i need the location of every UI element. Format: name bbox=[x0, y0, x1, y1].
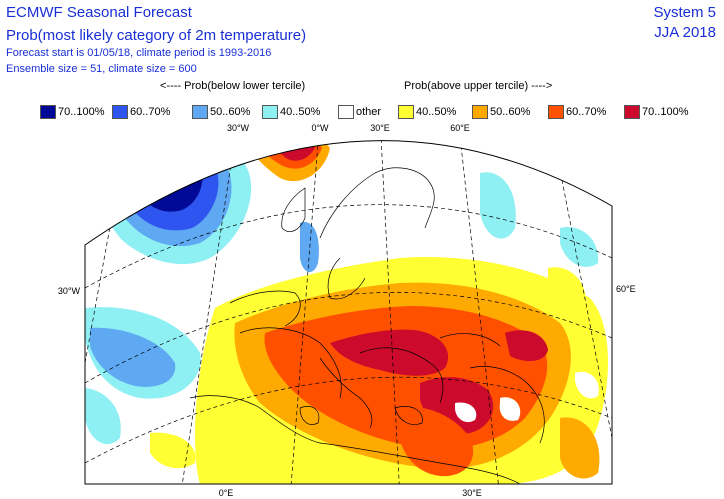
tick-top-0w: 0°W bbox=[311, 123, 329, 133]
legend-swatch bbox=[624, 105, 640, 119]
ensemble-size-info: Ensemble size = 51, climate size = 600 bbox=[6, 63, 197, 75]
legend-swatch bbox=[40, 105, 56, 119]
tick-left-30w: 30°W bbox=[58, 286, 81, 296]
legend-item-below-3: 40..50% bbox=[262, 104, 320, 120]
tick-bottom-0e: 0°E bbox=[219, 488, 234, 498]
map-frame bbox=[84, 140, 613, 485]
legend-item-below-1: 60..70% bbox=[112, 104, 170, 120]
legend-item-above-8: 70..100% bbox=[624, 104, 688, 120]
legend-label: other bbox=[356, 106, 382, 118]
legend-label: 60..70% bbox=[130, 106, 171, 118]
legend-heading-below: <---- Prob(below lower tercile) bbox=[160, 80, 306, 92]
legend-swatch bbox=[112, 105, 128, 119]
legend-label: 70..100% bbox=[58, 106, 105, 118]
tick-bottom-30e: 30°E bbox=[462, 488, 482, 498]
legend-label: 40..50% bbox=[416, 106, 457, 118]
tick-top-30w: 30°W bbox=[227, 123, 250, 133]
season-label: JJA 2018 bbox=[654, 24, 716, 41]
neutral-region bbox=[455, 371, 599, 423]
forecast-start-info: Forecast start is 01/05/18, climate peri… bbox=[6, 47, 272, 59]
legend-swatch bbox=[192, 105, 208, 119]
system-label: System 5 bbox=[653, 4, 716, 21]
legend-item-below-2: 50..60% bbox=[192, 104, 250, 120]
map-subtitle: Prob(most likely category of 2m temperat… bbox=[6, 27, 307, 44]
legend-swatch bbox=[472, 105, 488, 119]
legend-swatch bbox=[262, 105, 278, 119]
legend-item-above-6: 50..60% bbox=[472, 104, 530, 120]
legend-label: 70..100% bbox=[642, 106, 689, 118]
legend-heading-above: Prob(above upper tercile) ----> bbox=[404, 80, 553, 92]
tick-right-60e: 60°E bbox=[616, 284, 636, 294]
probability-map: 30°W 0°W 30°E 60°E 30°W 60°E 0°E 30°E bbox=[58, 123, 636, 498]
legend-item-above-7: 60..70% bbox=[548, 104, 606, 120]
legend-item-below-0: 70..100% bbox=[40, 104, 104, 120]
legend-swatch bbox=[338, 105, 354, 119]
legend-item-neutral-4: other bbox=[338, 104, 381, 120]
tick-top-60e: 60°E bbox=[450, 123, 470, 133]
legend-label: 50..60% bbox=[210, 106, 251, 118]
map-canvas bbox=[85, 140, 612, 484]
legend-label: 40..50% bbox=[280, 106, 321, 118]
legend-label: 50..60% bbox=[490, 106, 531, 118]
above-tercile-region-south bbox=[195, 257, 609, 484]
legend-label: 60..70% bbox=[566, 106, 607, 118]
map-title: ECMWF Seasonal Forecast bbox=[6, 4, 192, 21]
tick-top-30e: 30°E bbox=[370, 123, 390, 133]
legend-swatch bbox=[548, 105, 564, 119]
legend-item-above-5: 40..50% bbox=[398, 104, 456, 120]
legend-swatch bbox=[398, 105, 414, 119]
